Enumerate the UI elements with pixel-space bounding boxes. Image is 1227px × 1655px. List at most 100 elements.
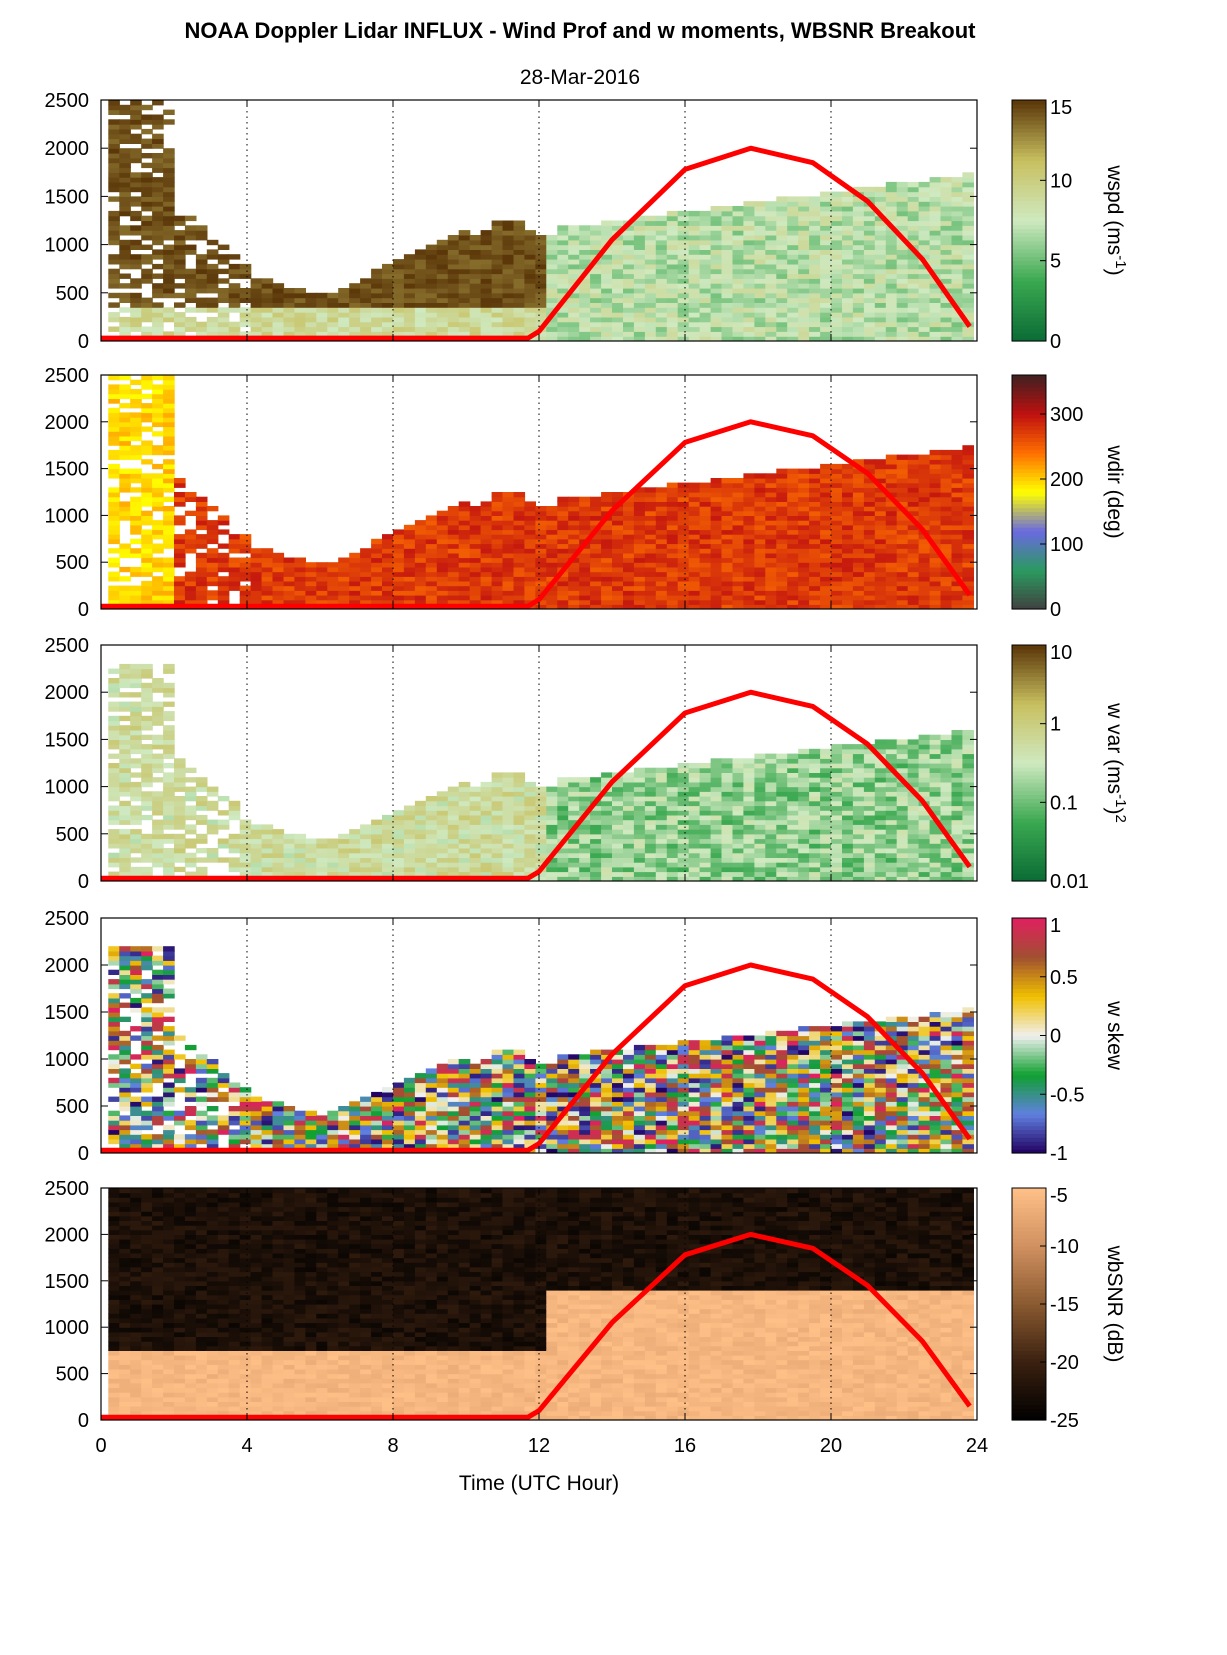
heatmap-cell [469, 326, 482, 332]
heatmap-cell [852, 510, 865, 516]
heatmap-cell [579, 599, 591, 605]
heatmap-cell [765, 230, 777, 236]
heatmap-cell [918, 552, 931, 559]
heatmap-cell [765, 520, 777, 526]
heatmap-cell [195, 557, 208, 563]
heatmap-cell [261, 552, 274, 559]
heatmap-cell [436, 534, 449, 540]
heatmap-cell [896, 278, 909, 284]
heatmap-cell [644, 487, 657, 493]
heatmap-cell [776, 571, 788, 577]
heatmap-cell [294, 326, 306, 332]
heatmap-cell [798, 599, 810, 605]
heatmap-cell [502, 312, 515, 318]
heatmap-cell [403, 571, 416, 577]
heatmap-cell [852, 482, 865, 488]
heatmap-cell [119, 682, 131, 689]
heatmap-cell [436, 562, 449, 568]
heatmap-cell [174, 814, 186, 821]
heatmap-cell [962, 201, 974, 207]
heatmap-cell [929, 292, 942, 299]
heatmap-cell [754, 515, 766, 521]
heatmap-cell [809, 312, 821, 318]
heatmap-cell [951, 599, 964, 605]
heatmap-cell [787, 206, 799, 212]
heatmap-cell [633, 538, 646, 545]
heatmap-cell [590, 590, 602, 596]
heatmap-cell [798, 215, 810, 222]
heatmap-cell [130, 445, 142, 451]
heatmap-cell [108, 599, 120, 605]
heatmap-cell [699, 566, 712, 573]
heatmap-cell [831, 196, 843, 202]
heatmap-cell [524, 852, 536, 858]
heatmap-cell [831, 244, 843, 250]
heatmap-cell [119, 848, 131, 854]
heatmap-cell [601, 520, 613, 526]
heatmap-cell [447, 316, 460, 323]
heatmap-cell [929, 468, 942, 474]
heatmap-cell [163, 384, 175, 390]
heatmap-cell [502, 599, 515, 605]
heatmap-cell [568, 506, 580, 512]
heatmap-cell [338, 848, 350, 854]
heatmap-cell [458, 595, 471, 601]
heatmap-cell [721, 487, 734, 493]
heatmap-cell [163, 800, 175, 807]
heatmap-cell [732, 580, 745, 587]
heatmap-cell [623, 819, 635, 825]
heatmap-cell [677, 492, 690, 498]
heatmap-cell [152, 701, 164, 707]
heatmap-cell [152, 482, 164, 488]
heatmap-cell [557, 288, 569, 294]
heatmap-cell [820, 604, 832, 609]
heatmap-cell [940, 529, 953, 535]
heatmap-cell [798, 297, 810, 303]
heatmap-cell [163, 510, 175, 516]
heatmap-cell [863, 225, 876, 231]
heatmap-cell [491, 566, 504, 573]
heatmap-cell [469, 866, 482, 873]
heatmap-cell [732, 478, 745, 484]
heatmap-cell [305, 866, 317, 873]
heatmap-cell [513, 220, 526, 226]
heatmap-cell [907, 604, 920, 609]
heatmap-cell [393, 307, 405, 313]
heatmap-cell [119, 843, 131, 849]
heatmap-cell [787, 506, 799, 512]
heatmap-cell [119, 426, 131, 432]
heatmap-cell [732, 316, 745, 323]
heatmap-cell [929, 492, 942, 498]
heatmap-cell [896, 283, 909, 289]
heatmap-cell [513, 316, 526, 323]
heatmap-cell [119, 119, 131, 125]
heatmap-cell [414, 312, 427, 318]
colorbar-swatch [1012, 156, 1046, 161]
heatmap-cell [677, 321, 690, 328]
heatmap-cell [141, 566, 153, 573]
heatmap-cell [951, 562, 964, 568]
heatmap-cell [765, 239, 777, 246]
heatmap-cell [644, 506, 657, 512]
heatmap-cell [436, 263, 449, 270]
heatmap-cell [174, 496, 186, 502]
heatmap-cell [863, 292, 876, 299]
heatmap-cell [436, 580, 449, 587]
heatmap-cell [502, 580, 515, 587]
heatmap-cell [195, 786, 208, 792]
heatmap-cell [513, 557, 526, 563]
colorbar-swatch [1012, 160, 1046, 165]
heatmap-cell [688, 529, 701, 535]
heatmap-cell [579, 590, 591, 596]
heatmap-cell [130, 758, 142, 764]
heatmap-cell [557, 506, 569, 512]
heatmap-cell [130, 763, 142, 769]
heatmap-cell [382, 814, 394, 821]
heatmap-cell [458, 800, 471, 807]
heatmap-cell [699, 292, 712, 299]
heatmap-cell [831, 473, 843, 479]
heatmap-cell [206, 288, 219, 294]
heatmap-cell [469, 273, 482, 279]
heatmap-cell [601, 331, 613, 337]
heatmap-cell [119, 866, 131, 873]
